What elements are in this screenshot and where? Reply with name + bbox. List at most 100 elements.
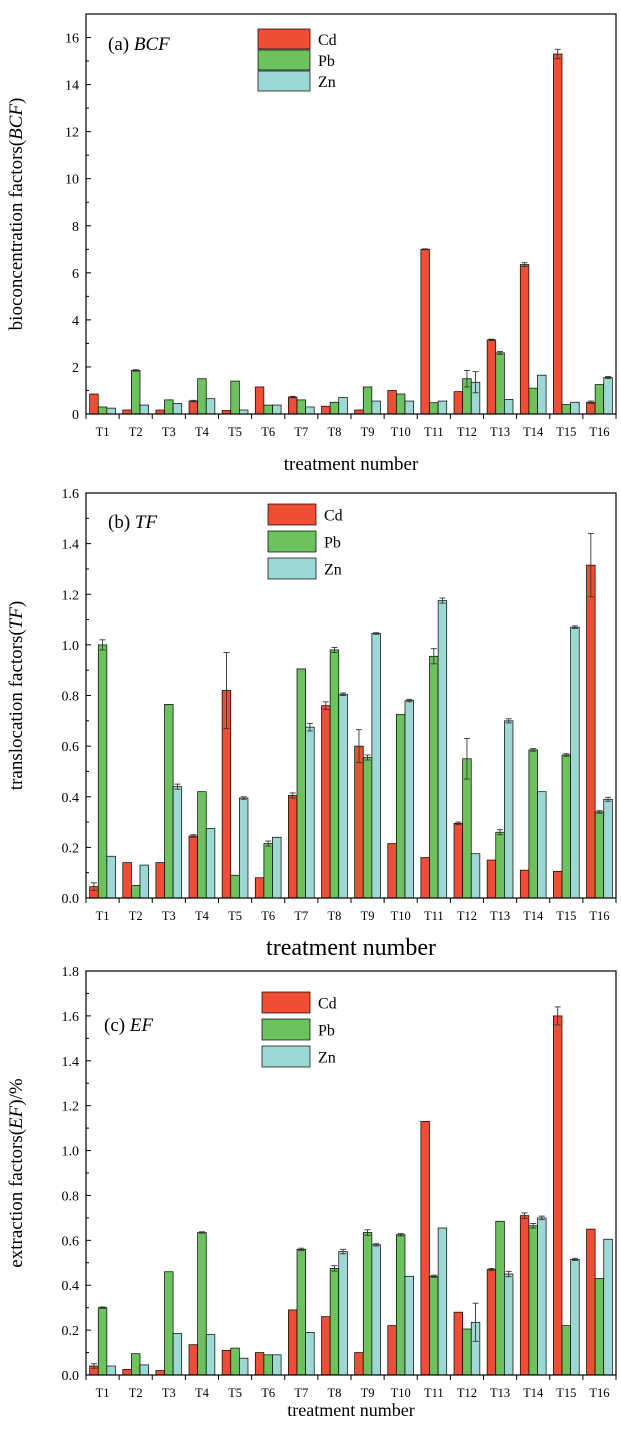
bar-cd-t2 (122, 862, 132, 899)
x-tick-label: T13 (490, 909, 510, 923)
bar-cd-t2 (122, 1369, 132, 1376)
bar-cd-t11 (420, 1121, 430, 1376)
bar-zn-t13 (504, 399, 514, 415)
bar-pb-t4 (197, 378, 207, 415)
x-tick-label: T8 (327, 1386, 341, 1400)
error-bar-cd-t7 (289, 792, 296, 799)
y-axis-label: extraction factors(EF)/% (6, 1078, 27, 1268)
y-tick-label: 8 (72, 220, 79, 235)
x-tick-label: T6 (261, 909, 275, 923)
bar-pb-t5 (230, 874, 240, 899)
bar-zn-t2 (139, 864, 149, 899)
bar-zn-t14 (537, 374, 547, 415)
bar-cd-t13 (486, 1269, 497, 1376)
error-bar-cd-t4 (190, 399, 197, 403)
bar-pb-t13 (495, 352, 505, 415)
bar-cd-t12 (453, 391, 463, 415)
error-bar-zn-t9 (373, 632, 380, 635)
error-bar-pb-t13 (497, 829, 504, 836)
bar-zn-t15 (570, 1259, 580, 1376)
y-tick-label: 1.0 (62, 639, 80, 654)
legend-label-pb: Pb (324, 535, 341, 552)
bar-zn-t4 (205, 828, 216, 899)
bar-zn-t3 (172, 403, 183, 415)
y-tick-label: 0.8 (62, 690, 80, 705)
bar-zn-t9 (371, 633, 381, 899)
x-tick-label: T2 (129, 909, 143, 923)
y-tick-label: 12 (65, 126, 79, 141)
bar-cd-t12 (453, 822, 463, 899)
x-tick-label: T7 (294, 1386, 308, 1400)
y-tick-label: 1.2 (62, 588, 80, 603)
bar-cd-t10 (387, 843, 397, 899)
bar-cd-t8 (321, 1316, 331, 1376)
error-bar-pb-t15 (563, 753, 570, 757)
error-bar-zn-t7 (306, 722, 313, 732)
bar-cd-t7 (288, 795, 298, 899)
error-bar-cd-t14 (521, 1212, 528, 1219)
x-tick-label: T13 (490, 1386, 510, 1400)
bar-pb-t9 (362, 757, 373, 899)
x-tick-label: T9 (361, 1386, 375, 1400)
legend-label-cd: Cd (324, 508, 343, 525)
bar-pb-t6 (263, 843, 273, 899)
bar-cd-t8 (321, 405, 331, 415)
y-tick-label: 0.4 (62, 1279, 80, 1294)
error-bar-pb-t6 (265, 840, 272, 847)
bar-zn-t14 (537, 791, 547, 899)
y-tick-label: 10 (65, 173, 79, 188)
error-bar-cd-t9 (355, 729, 362, 764)
error-bar-cd-t11 (422, 248, 429, 251)
bar-pb-t11 (429, 1275, 439, 1376)
y-tick-label: 16 (65, 32, 79, 47)
x-tick-label: T7 (294, 425, 308, 439)
bar-cd-t13 (486, 859, 497, 899)
x-tick-label: T7 (294, 909, 308, 923)
bar-zn-t5 (239, 1357, 249, 1376)
y-tick-label: 4 (72, 314, 79, 329)
x-tick-label: T3 (162, 425, 176, 439)
error-bar-cd-t14 (521, 262, 528, 267)
error-bar-cd-t1 (90, 1363, 97, 1369)
y-tick-label: 1.6 (62, 487, 80, 502)
error-bar-pb-t1 (99, 1306, 106, 1309)
x-tick-label: T11 (424, 1386, 444, 1400)
x-tick-label: T10 (391, 1386, 411, 1400)
bar-cd-t6 (254, 386, 265, 415)
x-tick-label: T3 (162, 909, 176, 923)
bar-cd-t9 (354, 1352, 364, 1376)
chart-panel-3: 0.0 0.2 0.4 0.6 0.8 1.0 1.2 1.4 1.6 1.8 T1 T2 T3 T4 T5… (6, 965, 617, 1420)
legend: Cd Pb Zn (257, 28, 337, 92)
error-bar-pb-t1 (99, 639, 106, 651)
y-tick-label: 0.0 (62, 1369, 80, 1384)
bar-zn-t16 (603, 1238, 613, 1376)
bar-pb-t1 (97, 644, 108, 899)
bar-pb-t11 (429, 655, 439, 899)
y-tick-label: 1.6 (62, 1010, 80, 1025)
bar-pb-t6 (263, 404, 273, 415)
legend-swatch-zn (261, 1045, 311, 1068)
bar-cd-t6 (254, 1352, 265, 1376)
bar-zn-t9 (371, 400, 381, 415)
bar-cd-t6 (254, 877, 265, 899)
x-tick-label: T10 (391, 425, 411, 439)
panel-title: (a) BCF (108, 34, 170, 55)
error-bar-zn-t5 (240, 796, 247, 800)
error-bar-zn-t8 (340, 1248, 347, 1255)
error-bar-cd-t15 (554, 48, 561, 60)
bar-pb-t1 (97, 406, 108, 415)
x-tick-label: T14 (523, 425, 544, 439)
bar-zn-t2 (139, 1364, 149, 1376)
x-tick-label: T3 (162, 1386, 176, 1400)
bar-cd-t14 (519, 264, 530, 415)
bar-cd-t10 (387, 1325, 397, 1376)
bar-zn-t4 (205, 398, 216, 415)
y-tick-label: 1.2 (62, 1100, 80, 1115)
legend-swatch-zn (267, 557, 317, 580)
bar-cd-t5 (221, 1349, 232, 1376)
x-tick-label: T15 (556, 909, 576, 923)
x-tick-label: T1 (96, 909, 110, 923)
bar-zn-t3 (172, 786, 183, 899)
error-bar-zn-t11 (439, 597, 446, 604)
x-tick-label: T5 (228, 1386, 242, 1400)
